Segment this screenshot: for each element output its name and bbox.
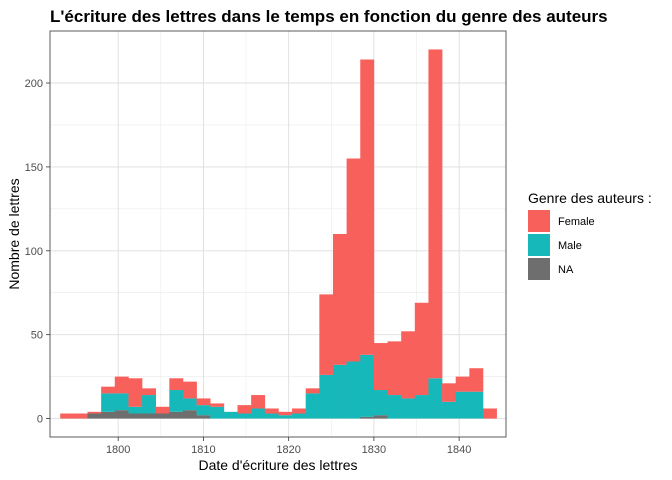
bar-male [114, 393, 129, 411]
x-axis-title: Date d'écriture des lettres [198, 457, 357, 473]
bar-male [428, 378, 443, 419]
bar-na [155, 413, 170, 419]
x-axis: 1800 1810 1820 1830 1840 [106, 437, 471, 456]
bar-female [73, 413, 88, 419]
x-tick-label: 1830 [362, 444, 386, 456]
bar-male [414, 395, 429, 419]
x-tick-label: 1810 [191, 444, 215, 456]
bar-female [264, 408, 279, 414]
bar-female [210, 403, 225, 407]
bar-female [237, 405, 252, 414]
bar-na [360, 416, 375, 419]
bar-female [128, 378, 143, 407]
bar-female [332, 234, 347, 365]
bar-na [142, 413, 156, 419]
y-tick-label: 50 [31, 330, 43, 342]
legend-title: Genre des auteurs : [528, 190, 652, 206]
y-tick-label: 0 [37, 414, 43, 426]
legend-items: Female Male NA [528, 210, 595, 280]
bar-female [482, 408, 497, 419]
bar-female [155, 406, 170, 414]
y-tick-label: 150 [25, 162, 43, 174]
bar-male [237, 413, 252, 419]
bar-female [373, 343, 388, 391]
chart-title: L'écriture des lettres dans le temps en … [50, 7, 608, 26]
bar-female [169, 378, 184, 391]
bar-male [332, 364, 347, 419]
legend-label-na: NA [558, 264, 574, 276]
bar-female [182, 381, 197, 399]
bar-male [182, 398, 197, 411]
bar-female [278, 411, 293, 416]
bar-male [169, 390, 184, 412]
bar-female [346, 158, 361, 362]
x-tick-label: 1820 [276, 444, 300, 456]
bar-male [278, 415, 293, 419]
bar-female [292, 408, 307, 414]
bar-female [401, 331, 416, 399]
bar-male [305, 393, 320, 419]
bar-female [114, 376, 129, 394]
legend-swatch-female [528, 210, 550, 232]
bar-female [360, 59, 375, 355]
bar-female [87, 411, 102, 414]
legend-swatch-male [528, 234, 550, 256]
bar-male [101, 393, 116, 412]
bar-male [346, 361, 361, 419]
bar-na [101, 411, 116, 419]
bar-male [264, 413, 279, 419]
legend-label-female: Female [558, 216, 595, 228]
x-tick-label: 1840 [447, 444, 471, 456]
bar-na [373, 415, 388, 419]
bar-female [305, 388, 320, 394]
bar-female [414, 302, 429, 396]
bar-male [387, 395, 402, 419]
bar-female [142, 388, 156, 396]
bar-na [196, 415, 211, 419]
plot-border [49, 30, 507, 438]
bar-male [455, 391, 470, 419]
bar-female [60, 413, 75, 419]
bar-na [87, 413, 102, 419]
bar-male [223, 411, 238, 419]
bar-na [182, 410, 197, 419]
y-tick-label: 100 [25, 246, 43, 258]
legend-label-male: Male [558, 240, 582, 252]
y-axis: 0 50 100 150 200 [25, 78, 50, 426]
bar-male [373, 390, 388, 416]
legend-swatch-na [528, 258, 550, 280]
bar-male [401, 398, 416, 419]
bar-female [428, 49, 443, 379]
legend: Genre des auteurs : Female Male NA [528, 190, 652, 280]
bar-female [387, 341, 402, 396]
bar-male [442, 401, 457, 419]
bar-female [251, 395, 266, 409]
bar-male [196, 405, 211, 416]
bar-female [101, 386, 116, 394]
bar-male [360, 354, 375, 417]
histogram-bars [60, 49, 497, 419]
bar-female [442, 383, 457, 402]
bar-male [251, 408, 266, 419]
bar-na [114, 410, 129, 419]
bar-female [469, 368, 484, 392]
x-tick-label: 1800 [106, 444, 130, 456]
bar-male [319, 374, 334, 419]
bar-female [196, 398, 211, 406]
bar-na [128, 413, 143, 419]
bar-male [128, 406, 143, 414]
bar-male [292, 413, 307, 419]
plot-panel [49, 30, 507, 438]
bar-female [455, 376, 470, 392]
bar-na [169, 411, 184, 419]
bar-male [469, 391, 484, 419]
bar-male [142, 395, 156, 414]
y-axis-title: Nombre de lettres [6, 178, 22, 289]
bar-female [319, 294, 334, 375]
bar-male [210, 406, 225, 419]
y-tick-label: 200 [25, 78, 43, 90]
